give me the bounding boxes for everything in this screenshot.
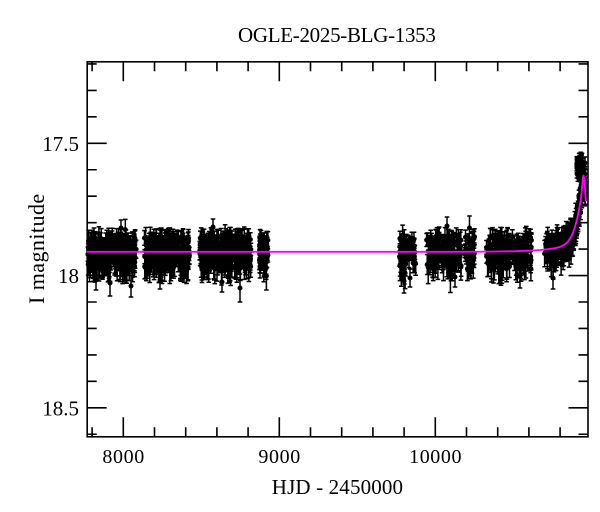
svg-text:9000: 9000 xyxy=(258,446,300,468)
svg-text:OGLE-2025-BLG-1353: OGLE-2025-BLG-1353 xyxy=(238,23,436,47)
svg-text:17.5: 17.5 xyxy=(42,132,79,156)
svg-text:8000: 8000 xyxy=(102,446,144,468)
svg-text:HJD - 2450000: HJD - 2450000 xyxy=(272,475,403,499)
svg-text:18: 18 xyxy=(58,264,79,288)
svg-text:10000: 10000 xyxy=(409,446,462,468)
svg-text:18.5: 18.5 xyxy=(42,396,79,420)
svg-text:I magnitude: I magnitude xyxy=(24,193,49,304)
